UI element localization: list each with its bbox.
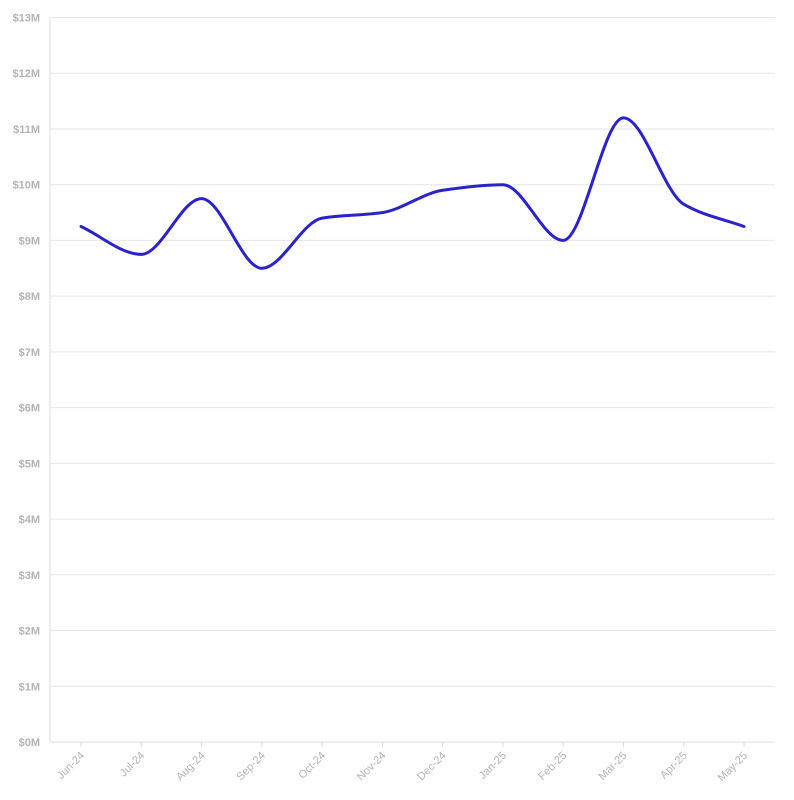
x-tick-label: Jul-24 [118, 750, 148, 780]
y-tick-label: $6M [19, 403, 40, 415]
x-tick-label: May-25 [716, 750, 750, 784]
y-tick-label: $8M [19, 291, 40, 303]
x-tick-label: Apr-25 [658, 750, 690, 782]
y-tick-label: $12M [12, 68, 40, 80]
y-tick-label: $10M [12, 180, 40, 192]
series-line [79, 116, 746, 270]
y-tick-label: $3M [19, 570, 40, 582]
y-tick-label: $1M [19, 681, 40, 693]
series-layer [79, 116, 746, 270]
x-tick-label: Jun-24 [55, 750, 87, 782]
x-tick-label: Aug-24 [174, 750, 208, 784]
x-axis: Jun-24 Jul-24 Aug-24 Sep-24 Oct-24 Nov-24 Dec-… [50, 741, 775, 784]
y-tick-label: $4M [19, 514, 40, 526]
y-tick-label: $0M [19, 737, 40, 749]
y-tick-label: $11M [13, 124, 40, 136]
grid-lines [50, 17, 775, 687]
x-tick-label: Nov-24 [355, 750, 389, 784]
y-tick-label: $5M [19, 458, 40, 470]
y-tick-label: $9M [19, 235, 40, 247]
y-axis: $0M $1M $2M $3M $4M $5M $6M $7M $8M $9M $10M $11M $1… [12, 13, 51, 749]
x-tick-label: Sep-24 [234, 750, 268, 784]
x-tick-label: Oct-24 [296, 750, 328, 782]
x-tick-label: Mar-25 [596, 750, 629, 783]
y-tick-label: $13M [12, 13, 40, 25]
y-tick-label: $2M [19, 626, 40, 638]
y-tick-label: $7M [19, 347, 40, 359]
x-tick-label: Feb-25 [536, 750, 569, 783]
x-tick-label: Jan-25 [477, 750, 509, 782]
x-tick-label: Dec-24 [415, 750, 449, 784]
